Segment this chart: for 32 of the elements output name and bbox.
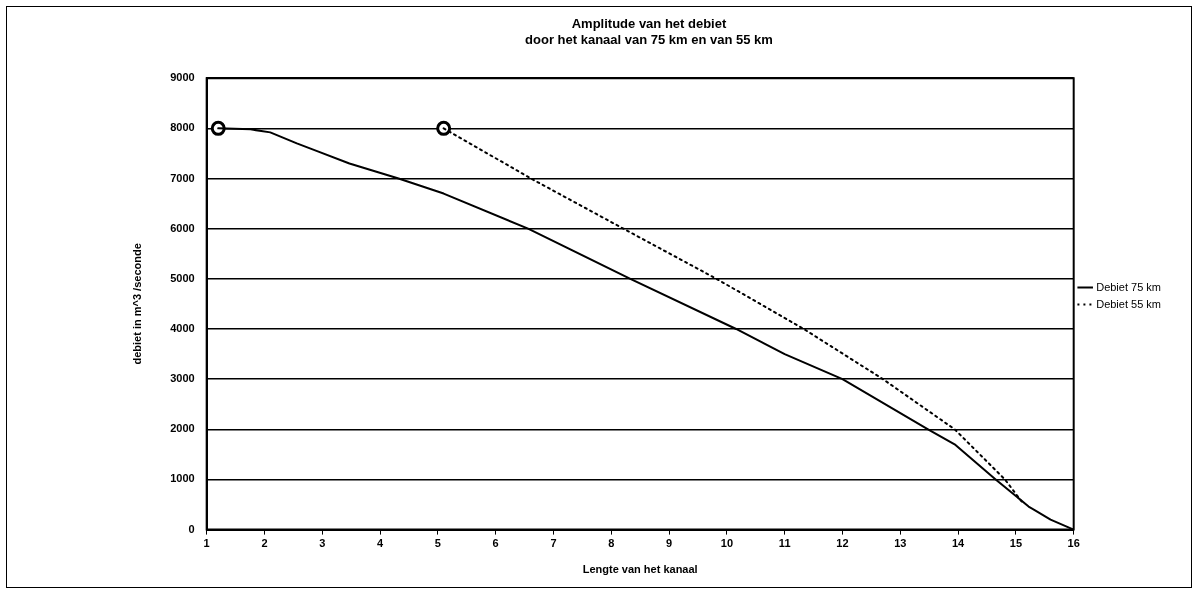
y-tick-label: 1000 [170,472,195,485]
x-tick-label: 13 [894,537,907,550]
text: Amplitude van het debiet [571,16,727,32]
x-tick-label: 12 [836,537,849,550]
x-axis-title: Lengte van het kanaal [582,563,698,576]
text: door het kanaal van 75 km en van 55 km [525,31,773,47]
y-tick-label: 9000 [170,71,195,84]
legend-label: Debiet 55 km [1096,297,1161,310]
y-axis-title: debiet in m^3 /seconde [130,243,143,365]
y-tick-label: 6000 [170,221,195,234]
x-tick-label: 6 [492,537,499,550]
y-tick-label: 5000 [170,271,195,284]
x-tick-label: 9 [666,537,673,550]
x-tick-label: 15 [1009,537,1023,550]
x-tick-label: 11 [778,537,791,550]
x-tick-label: 10 [720,537,734,550]
x-tick-label: 7 [550,537,557,550]
x-tick-label: 3 [319,537,326,550]
x-tick-label: 4 [377,537,385,550]
legend-label: Debiet 75 km [1096,280,1161,293]
x-tick-label: 1 [203,537,210,550]
x-tick-label: 2 [261,537,268,550]
y-tick-label: 0 [188,522,195,535]
x-tick-label: 8 [608,537,615,550]
y-tick-label: 3000 [170,372,195,385]
y-tick-label: 8000 [170,121,195,134]
x-tick-label: 16 [1067,537,1080,550]
x-tick-label: 5 [434,537,441,550]
x-tick-label: 14 [951,537,966,550]
y-tick-label: 7000 [170,171,195,184]
y-tick-label: 4000 [170,322,195,335]
y-tick-label: 2000 [170,422,195,435]
